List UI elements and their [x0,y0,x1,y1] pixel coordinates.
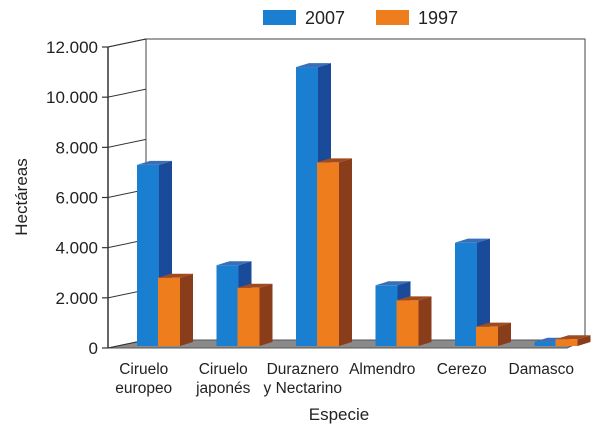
y-tick-wall-line [107,88,147,98]
bar-front [216,265,239,346]
bar-top [375,281,411,286]
category-label-line: Duraznero [267,361,339,378]
bar-top [158,273,193,278]
category-label: Ciruelo japonés [195,361,251,397]
bar-top [455,238,490,243]
category-label-line: Ciruelo [199,361,248,378]
bar-front [555,339,578,346]
bar [396,296,432,346]
y-tick-wall-line [107,138,147,148]
bar-side [577,335,591,346]
y-tick-label: 4.000 [55,239,98,258]
bar-side [418,296,432,346]
bar-front [317,162,339,346]
legend-swatch [376,10,409,25]
legend: 2007 1997 [263,8,458,28]
bar-top [317,158,352,163]
bar-top [476,322,511,327]
bar-side [498,322,511,346]
category-label-line: Ciruelo [119,361,168,378]
bar [317,158,352,346]
y-tick-wall-line [107,38,147,48]
bar-front [534,341,557,346]
bar [237,283,273,346]
y-axis-label: Hectáreas [12,158,31,235]
y-tick-label: 2.000 [55,289,98,308]
x-axis-label: Especie [309,405,369,424]
bars [137,63,591,347]
back-wall [145,38,586,341]
bar-top [216,261,252,266]
bar [158,273,193,346]
category-label: Damasco [509,361,574,378]
bar-top [555,335,591,340]
bar-top [296,63,331,68]
legend-swatch [263,10,296,25]
bar-side [477,238,490,346]
bar-front [476,326,498,346]
category-label: Ciruelo europeo [115,361,172,397]
bar [555,335,591,346]
bar-top [237,283,273,288]
bar-side [180,273,193,346]
category-label: Duraznero y Nectarino [264,361,342,397]
legend-label: 2007 [305,8,345,28]
category-label: Cerezo [437,361,487,378]
bar-top [137,160,172,165]
bar [476,322,511,346]
category-label-line: europeo [115,380,172,397]
bar-top [396,296,432,301]
bar [455,238,490,346]
category-labels: Ciruelo europeo Ciruelo japonés Duraznero y N… [115,361,574,397]
category-label-line: y Nectarino [264,380,342,397]
category-label-line: Almendro [349,361,415,378]
bar-side [339,158,352,346]
y-tick-label: 0 [89,339,98,358]
category-label-line: japonés [195,380,251,397]
y-tick-label: 12.000 [46,38,98,57]
bar-front [237,287,260,346]
bar-front [137,164,159,346]
category-label: Almendro [349,361,415,378]
bar-side [259,283,273,346]
bar-front [158,277,180,346]
bar-front [396,300,419,346]
bar-front [455,242,477,346]
y-axis-ticks: 0 2.000 4.000 6.000 8.000 10.000 12.000 [46,38,147,358]
bar-front [296,67,318,347]
y-tick-label: 6.000 [55,189,98,208]
bar-front [375,285,398,346]
y-tick-label: 10.000 [46,88,98,107]
legend-label: 1997 [418,8,458,28]
category-label-line: Damasco [509,361,574,378]
y-tick-label: 8.000 [55,138,98,157]
category-label-line: Cerezo [437,361,487,378]
